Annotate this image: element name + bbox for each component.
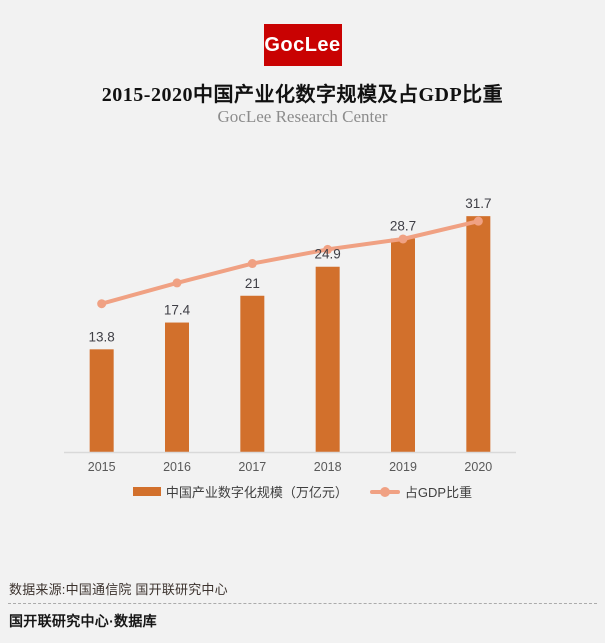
- bar-value-label: 31.7: [465, 196, 491, 211]
- line-series-swatch-icon: [369, 486, 400, 497]
- x-axis-label: 2018: [314, 460, 342, 474]
- footer-divider: [8, 603, 597, 604]
- goclee-logo-text: GocLee: [264, 33, 341, 56]
- bar: [165, 322, 189, 452]
- line-marker: [473, 216, 483, 226]
- bar: [466, 216, 491, 452]
- footer-brand-text: 国开联研究中心·数据库: [9, 613, 157, 629]
- chart-svg: 13.8 17.4 21 24.9 28.7 31.7 2015 2016 2017 2018 20…: [64, 196, 516, 474]
- line-marker: [172, 278, 182, 288]
- x-axis-label: 2020: [464, 460, 492, 474]
- data-source-text: 数据来源:中国通信院 国开联研究中心: [9, 582, 228, 597]
- bar-value-label: 13.8: [89, 329, 115, 344]
- legend-bar-label: 中国产业数字化规模（万亿元）: [165, 485, 348, 500]
- x-axis-label: 2017: [238, 460, 266, 474]
- bar-value-label: 21: [245, 276, 260, 291]
- bar-value-label: 28.7: [390, 218, 416, 233]
- bar: [89, 349, 114, 452]
- bar: [240, 295, 265, 452]
- chart-area: 13.8 17.4 21 24.9 28.7 31.7 2015 2016 2017 2018 20…: [0, 185, 605, 480]
- line-marker: [97, 299, 107, 309]
- bar: [391, 238, 415, 452]
- line-marker: [323, 244, 333, 254]
- chart-legend: 中国产业数字化规模（万亿元） 占GDP比重: [0, 482, 605, 501]
- legend-item-bar: 中国产业数字化规模（万亿元）: [132, 482, 348, 501]
- line-marker: [247, 259, 257, 269]
- page-title: 2015-2020中国产业化数字规模及占GDP比重: [101, 84, 504, 106]
- legend-item-line: 占GDP比重: [369, 482, 473, 501]
- bar-value-label: 17.4: [164, 303, 191, 318]
- bar: [315, 266, 340, 452]
- gdp-share-line: [99, 219, 481, 306]
- line-marker: [398, 234, 408, 244]
- goclee-logo: GocLee: [263, 24, 342, 66]
- bar-value-label: 24.9: [315, 247, 341, 262]
- x-axis-label: 2019: [389, 460, 417, 474]
- x-axis-label: 2016: [163, 460, 191, 474]
- line-marker-dot-icon: [379, 486, 390, 497]
- legend-line-label: 占GDP比重: [404, 485, 473, 500]
- bar-series-swatch-icon: [132, 487, 161, 496]
- x-axis-label: 2015: [88, 460, 116, 474]
- page-subtitle: GocLee Research Center: [217, 107, 388, 126]
